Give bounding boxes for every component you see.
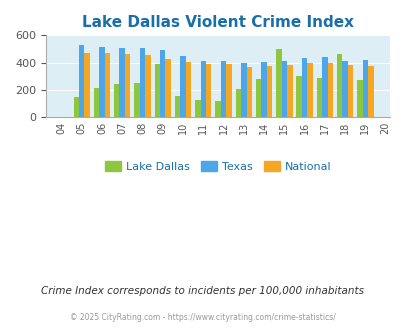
Bar [255, 79, 261, 117]
Bar [301, 58, 307, 117]
Bar [175, 96, 180, 117]
Bar [266, 66, 272, 117]
Bar [73, 97, 79, 117]
Bar [114, 84, 119, 117]
Bar [296, 76, 301, 117]
Bar [286, 65, 292, 117]
Bar [104, 53, 110, 117]
Bar [139, 48, 145, 117]
Bar [241, 63, 246, 117]
Bar [79, 45, 84, 117]
Bar [205, 64, 211, 117]
Bar [154, 64, 160, 117]
Bar [235, 89, 241, 117]
Text: © 2025 CityRating.com - https://www.cityrating.com/crime-statistics/: © 2025 CityRating.com - https://www.city… [70, 313, 335, 322]
Bar [194, 100, 200, 117]
Bar [99, 47, 104, 117]
Bar [165, 59, 171, 117]
Legend: Lake Dallas, Texas, National: Lake Dallas, Texas, National [100, 157, 335, 177]
Bar [341, 61, 347, 117]
Bar [275, 49, 281, 117]
Bar [321, 57, 327, 117]
Bar [145, 55, 150, 117]
Bar [185, 62, 191, 117]
Bar [200, 61, 205, 117]
Bar [160, 50, 165, 117]
Bar [125, 54, 130, 117]
Bar [336, 54, 341, 117]
Bar [134, 83, 139, 117]
Bar [119, 48, 125, 117]
Bar [220, 61, 226, 117]
Bar [362, 60, 367, 117]
Bar [281, 61, 286, 117]
Bar [367, 66, 373, 117]
Bar [347, 65, 352, 117]
Bar [94, 88, 99, 117]
Title: Lake Dallas Violent Crime Index: Lake Dallas Violent Crime Index [82, 15, 353, 30]
Text: Crime Index corresponds to incidents per 100,000 inhabitants: Crime Index corresponds to incidents per… [41, 286, 364, 296]
Bar [261, 62, 266, 117]
Bar [246, 67, 252, 117]
Bar [84, 53, 90, 117]
Bar [356, 80, 362, 117]
Bar [316, 78, 321, 117]
Bar [180, 56, 185, 117]
Bar [215, 101, 220, 117]
Bar [327, 63, 332, 117]
Bar [226, 64, 231, 117]
Bar [307, 63, 312, 117]
